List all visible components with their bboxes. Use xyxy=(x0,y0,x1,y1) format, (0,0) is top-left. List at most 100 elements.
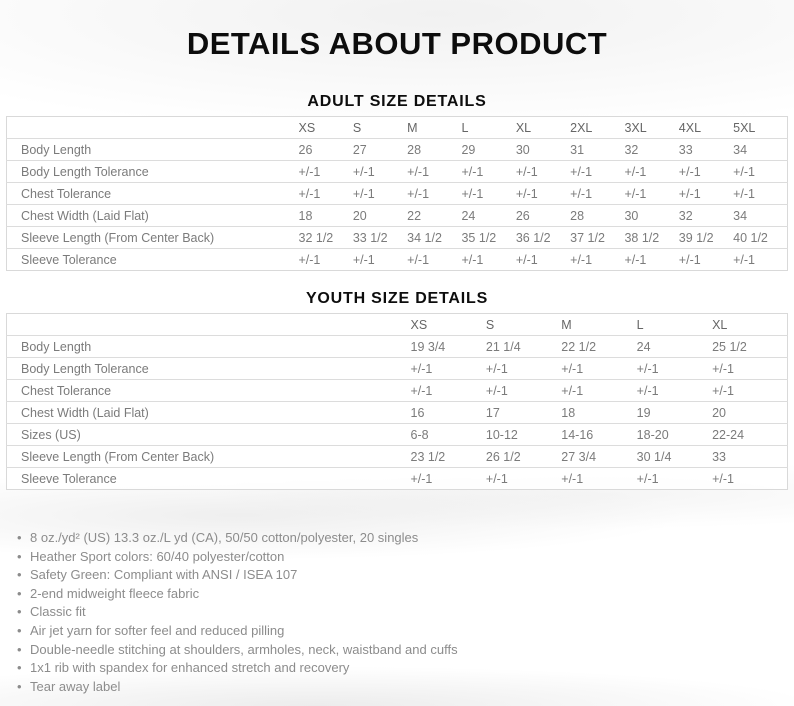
size-value-cell: +/-1 xyxy=(570,248,625,271)
size-table-row: Body Length 19 3/4 21 1/4 22 1/2 24 25 1/2 xyxy=(6,335,788,358)
size-value-cell: 30 xyxy=(624,204,679,227)
size-value-cell: 21 1/4 xyxy=(485,335,562,358)
size-column-header: 3XL xyxy=(624,120,647,135)
size-table-row: Chest Tolerance +/-1 +/-1 +/-1 +/-1 +/-1 xyxy=(6,379,788,402)
page-title: DETAILS ABOUT PRODUCT xyxy=(186,26,608,61)
feature-item: 8 oz./yd² (US) 13.3 oz./L yd (CA), 50/50… xyxy=(17,529,794,548)
size-value-cell: 26 1/2 xyxy=(485,445,562,468)
size-value-cell: +/-1 xyxy=(733,182,788,205)
size-value-cell: 31 xyxy=(570,138,625,161)
row-label: Sleeve Tolerance xyxy=(6,248,299,271)
size-value-cell: 34 xyxy=(733,204,788,227)
size-header-row: XS S M L XL xyxy=(7,314,788,336)
size-value-cell: 22-24 xyxy=(712,423,788,446)
feature-item: Safety Green: Compliant with ANSI / ISEA… xyxy=(17,566,794,585)
size-value-cell: +/-1 xyxy=(678,182,734,205)
size-value-cell: 18 xyxy=(561,401,637,424)
size-value-cell: 32 xyxy=(624,138,679,161)
size-column-header: 5XL xyxy=(733,120,756,135)
size-value-cell: 6-8 xyxy=(410,423,486,446)
size-value-cell: 17 xyxy=(485,401,562,424)
size-value-cell: 16 xyxy=(410,401,486,424)
size-table-row: Sleeve Tolerance +/-1 +/-1 +/-1 +/-1 +/-1 xyxy=(6,467,788,490)
size-value-cell: +/-1 xyxy=(407,182,462,205)
size-value-cell: +/-1 xyxy=(636,357,713,380)
size-column-header: L xyxy=(461,120,469,135)
size-table-row: Sleeve Length (From Center Back) 23 1/2 26… xyxy=(6,445,788,468)
size-value-cell: +/-1 xyxy=(485,379,562,402)
size-value-cell: +/-1 xyxy=(636,379,713,402)
feature-item: Tear away label xyxy=(17,678,794,697)
adult-size-table: XS S M L XL 2XL 3XL 4XL 5XL Body Length 26 27 28 29 30… xyxy=(6,116,788,271)
row-label: Sleeve Tolerance xyxy=(6,467,411,490)
size-value-cell: +/-1 xyxy=(636,467,713,490)
size-value-cell: 28 xyxy=(570,204,625,227)
size-table-row: Chest Width (Laid Flat) 18 20 22 24 26 28 30 32 3… xyxy=(6,204,788,227)
size-header-row: XS S M L XL 2XL 3XL 4XL 5XL xyxy=(7,117,788,139)
size-value-cell: +/-1 xyxy=(624,248,679,271)
row-label: Chest Width (Laid Flat) xyxy=(6,401,411,424)
row-label: Body Length Tolerance xyxy=(6,160,299,183)
feature-item: Air jet yarn for softer feel and reduced… xyxy=(17,622,794,641)
youth-size-table: XS S M L XL Body Length 19 3/4 21 1/4 22 1/2 24 25… xyxy=(6,313,788,490)
size-table-row: Body Length Tolerance +/-1 +/-1 +/-1 +/-1 +/-… xyxy=(6,357,788,380)
size-value-cell: +/-1 xyxy=(461,160,516,183)
size-value-cell: 29 xyxy=(461,138,516,161)
size-value-cell: 34 xyxy=(733,138,788,161)
size-column-header: 4XL xyxy=(678,120,702,135)
size-value-cell: +/-1 xyxy=(410,379,486,402)
size-value-cell: 24 xyxy=(461,204,516,227)
size-value-cell: 24 xyxy=(636,335,713,358)
size-value-cell: 22 1/2 xyxy=(561,335,637,358)
size-value-cell: 18-20 xyxy=(636,423,713,446)
size-value-cell: +/-1 xyxy=(624,182,679,205)
size-value-cell: 26 xyxy=(298,138,353,161)
size-header-spacer xyxy=(7,117,299,139)
size-table-row: Body Length 26 27 28 29 30 31 32 33 34 xyxy=(6,138,788,161)
size-value-cell: +/-1 xyxy=(561,357,637,380)
size-column-header: XS xyxy=(298,120,316,135)
size-table-row: Sizes (US) 6-8 10-12 14-16 18-20 22-24 xyxy=(6,423,788,446)
size-value-cell: 14-16 xyxy=(561,423,637,446)
size-value-cell: 33 1/2 xyxy=(352,226,408,249)
size-value-cell: 35 1/2 xyxy=(461,226,516,249)
size-value-cell: +/-1 xyxy=(515,248,571,271)
size-value-cell: 22 xyxy=(407,204,462,227)
size-value-cell: +/-1 xyxy=(407,160,462,183)
row-label: Body Length Tolerance xyxy=(6,357,411,380)
row-label: Sizes (US) xyxy=(6,423,411,446)
size-column-header: L xyxy=(636,317,644,332)
product-feature-list: 8 oz./yd² (US) 13.3 oz./L yd (CA), 50/50… xyxy=(17,529,794,696)
size-value-cell: 27 xyxy=(352,138,408,161)
size-value-cell: 39 1/2 xyxy=(678,226,734,249)
size-value-cell: 34 1/2 xyxy=(407,226,462,249)
size-value-cell: 33 xyxy=(712,445,788,468)
feature-item: Double-needle stitching at shoulders, ar… xyxy=(17,641,794,660)
size-value-cell: 33 xyxy=(678,138,734,161)
feature-item: 2-end midweight fleece fabric xyxy=(17,585,794,604)
size-value-cell: +/-1 xyxy=(678,160,734,183)
size-column-header: XL xyxy=(712,317,728,332)
size-value-cell: +/-1 xyxy=(352,182,408,205)
youth-size-section-title: YOUTH SIZE DETAILS xyxy=(305,290,489,307)
size-value-cell: +/-1 xyxy=(298,160,353,183)
row-label: Sleeve Length (From Center Back) xyxy=(6,226,299,249)
size-value-cell: +/-1 xyxy=(712,357,788,380)
size-value-cell: +/-1 xyxy=(733,160,788,183)
size-value-cell: +/-1 xyxy=(624,160,679,183)
size-value-cell: +/-1 xyxy=(407,248,462,271)
size-value-cell: 32 1/2 xyxy=(298,226,353,249)
size-value-cell: +/-1 xyxy=(298,248,353,271)
size-value-cell: 19 3/4 xyxy=(410,335,486,358)
row-label: Chest Tolerance xyxy=(6,182,299,205)
size-value-cell: +/-1 xyxy=(733,248,788,271)
row-label: Chest Width (Laid Flat) xyxy=(6,204,299,227)
size-column-header: S xyxy=(352,120,362,135)
size-value-cell: 20 xyxy=(352,204,408,227)
size-value-cell: +/-1 xyxy=(570,182,625,205)
size-value-cell: +/-1 xyxy=(515,160,571,183)
size-value-cell: +/-1 xyxy=(352,160,408,183)
feature-item: Classic fit xyxy=(17,603,794,622)
size-value-cell: 26 xyxy=(515,204,571,227)
size-value-cell: +/-1 xyxy=(485,467,562,490)
